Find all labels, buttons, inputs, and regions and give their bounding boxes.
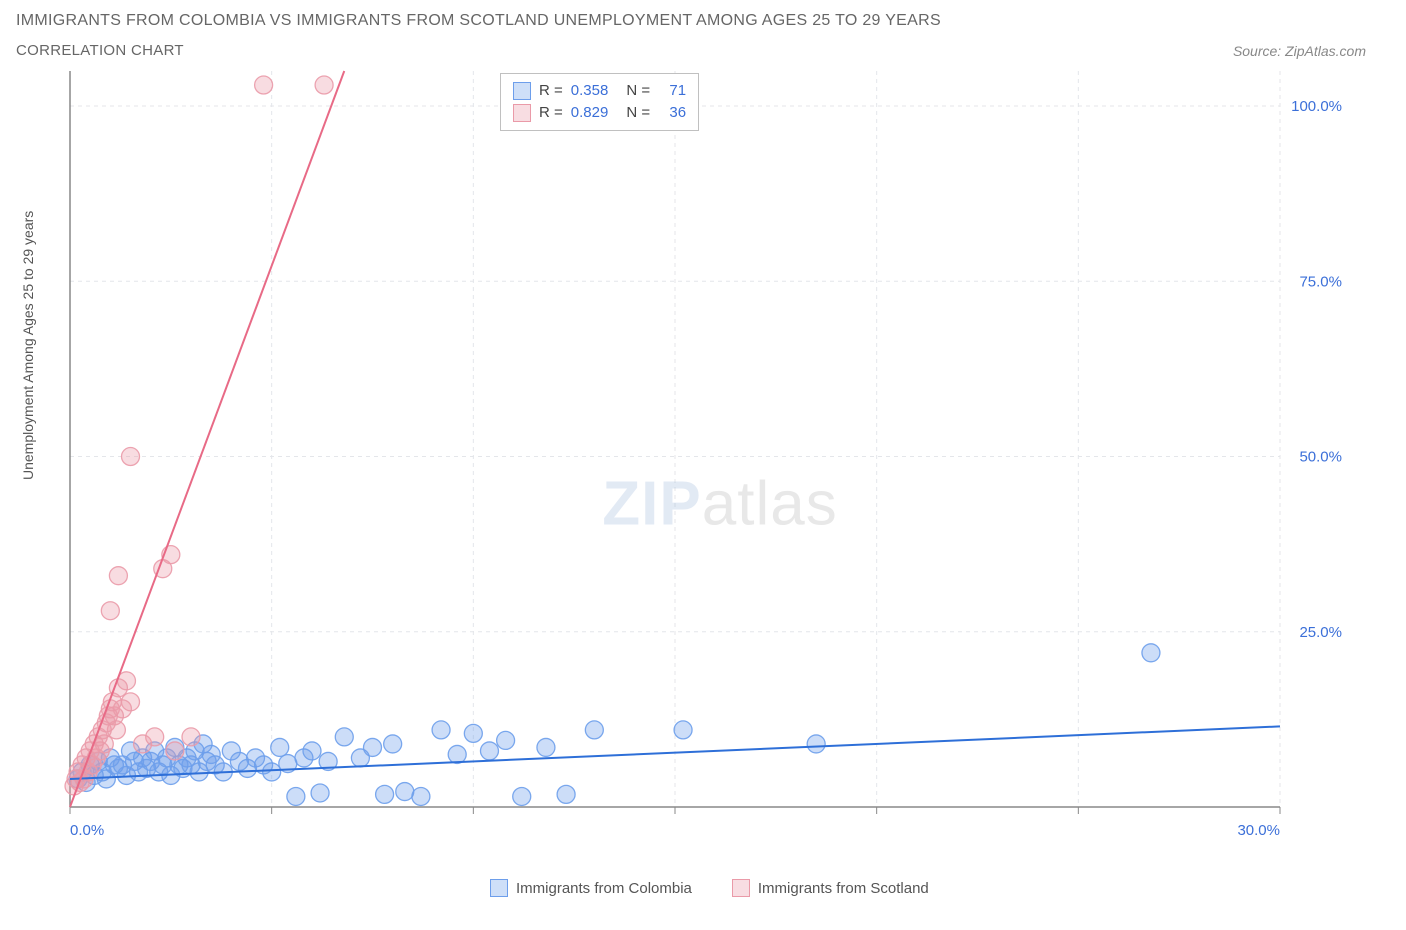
svg-text:75.0%: 75.0% — [1299, 273, 1342, 290]
scatter-point — [448, 745, 466, 763]
chart-subtitle: CORRELATION CHART — [16, 42, 184, 59]
scatter-point — [396, 783, 414, 801]
y-axis-label: Unemployment Among Ages 25 to 29 years — [20, 211, 36, 480]
scatter-point — [384, 735, 402, 753]
trend-line — [70, 71, 344, 807]
scatter-point — [335, 728, 353, 746]
scatter-point — [557, 785, 575, 803]
scatter-point — [303, 742, 321, 760]
scatter-point — [497, 731, 515, 749]
scatter-point — [376, 785, 394, 803]
legend-n-value: 36 — [658, 102, 686, 124]
scatter-point — [287, 787, 305, 805]
legend-r-label: R = — [539, 80, 563, 102]
legend-swatch — [732, 879, 750, 897]
scatter-point — [263, 763, 281, 781]
chart-title: IMMIGRANTS FROM COLOMBIA VS IMMIGRANTS F… — [16, 12, 1390, 30]
scatter-point — [166, 742, 184, 760]
scatter-point — [101, 602, 119, 620]
legend-row: R = 0.358 N = 71 — [513, 80, 686, 102]
scatter-point — [432, 721, 450, 739]
correlation-legend: R = 0.358 N = 71 R = 0.829 N = 36 — [500, 73, 699, 131]
scatter-point — [122, 693, 140, 711]
scatter-point — [182, 728, 200, 746]
scatter-point — [674, 721, 692, 739]
scatter-point — [807, 735, 825, 753]
series-legend-item: Immigrants from Scotland — [732, 879, 929, 897]
scatter-point — [95, 735, 113, 753]
scatter-point — [255, 76, 273, 94]
series-legend: Immigrants from Colombia Immigrants from … — [490, 879, 929, 897]
legend-r-label: R = — [539, 102, 563, 124]
scatter-point — [107, 721, 125, 739]
chart-area: 0.0%30.0%25.0%50.0%75.0%100.0% ZIPatlas … — [60, 67, 1380, 907]
legend-swatch — [490, 879, 508, 897]
legend-swatch — [513, 82, 531, 100]
legend-row: R = 0.829 N = 36 — [513, 102, 686, 124]
scatter-point — [585, 721, 603, 739]
legend-n-label: N = — [626, 80, 650, 102]
series-name: Immigrants from Scotland — [758, 880, 929, 897]
scatter-point — [464, 724, 482, 742]
legend-n-value: 71 — [658, 80, 686, 102]
scatter-point — [122, 448, 140, 466]
subtitle-row: CORRELATION CHART Source: ZipAtlas.com — [16, 42, 1390, 59]
scatter-chart: 0.0% 30.0% 25.0% 50.0% 75.0% 100.0% — [60, 67, 1350, 847]
legend-swatch — [513, 104, 531, 122]
scatter-point — [364, 738, 382, 756]
svg-text:50.0%: 50.0% — [1299, 449, 1342, 466]
series-name: Immigrants from Colombia — [516, 880, 692, 897]
scatter-point — [109, 567, 127, 585]
scatter-point — [480, 742, 498, 760]
svg-text:100.0%: 100.0% — [1291, 98, 1342, 115]
legend-r-value: 0.358 — [571, 80, 609, 102]
scatter-point — [513, 787, 531, 805]
svg-text:0.0%: 0.0% — [70, 822, 104, 839]
svg-text:25.0%: 25.0% — [1299, 624, 1342, 641]
legend-n-label: N = — [626, 102, 650, 124]
svg-text:30.0%: 30.0% — [1237, 822, 1280, 839]
scatter-point — [311, 784, 329, 802]
scatter-point — [146, 728, 164, 746]
scatter-point — [271, 738, 289, 756]
legend-r-value: 0.829 — [571, 102, 609, 124]
scatter-point — [537, 738, 555, 756]
scatter-point — [412, 787, 430, 805]
scatter-point — [1142, 644, 1160, 662]
series-legend-item: Immigrants from Colombia — [490, 879, 692, 897]
scatter-point — [315, 76, 333, 94]
source-label: Source: ZipAtlas.com — [1233, 43, 1390, 59]
